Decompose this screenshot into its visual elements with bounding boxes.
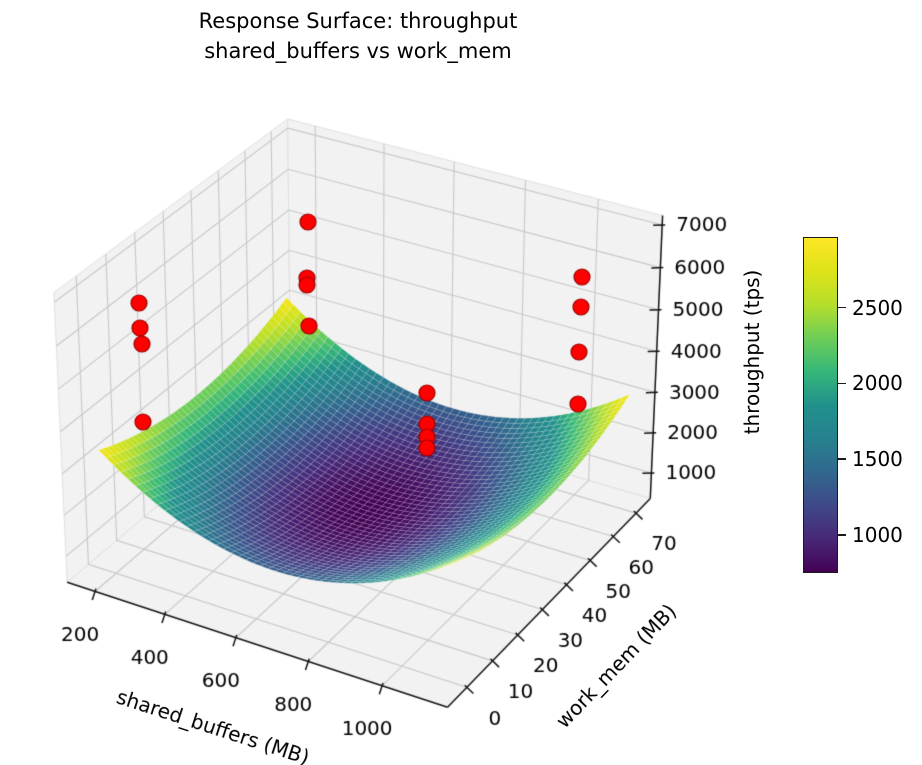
colorbar-tick-label: 2000 (852, 371, 903, 396)
colorbar-tick-mark (838, 306, 846, 309)
colorbar-tick-mark (838, 534, 846, 536)
colorbar-gradient (803, 237, 838, 573)
chart-title: Response Surface: throughput shared_buff… (198, 9, 518, 63)
colorbar-tick-mark (838, 458, 846, 461)
colorbar-tick-label: 1500 (852, 447, 903, 472)
colorbar-tick-label: 1000 (852, 523, 903, 548)
colorbar: 1000 1500 2000 2500 (803, 237, 903, 573)
colorbar-tick-label: 2500 (852, 295, 903, 320)
z-axis-label: throughput (tps) (740, 269, 764, 435)
colorbar-tick-mark (838, 382, 846, 385)
